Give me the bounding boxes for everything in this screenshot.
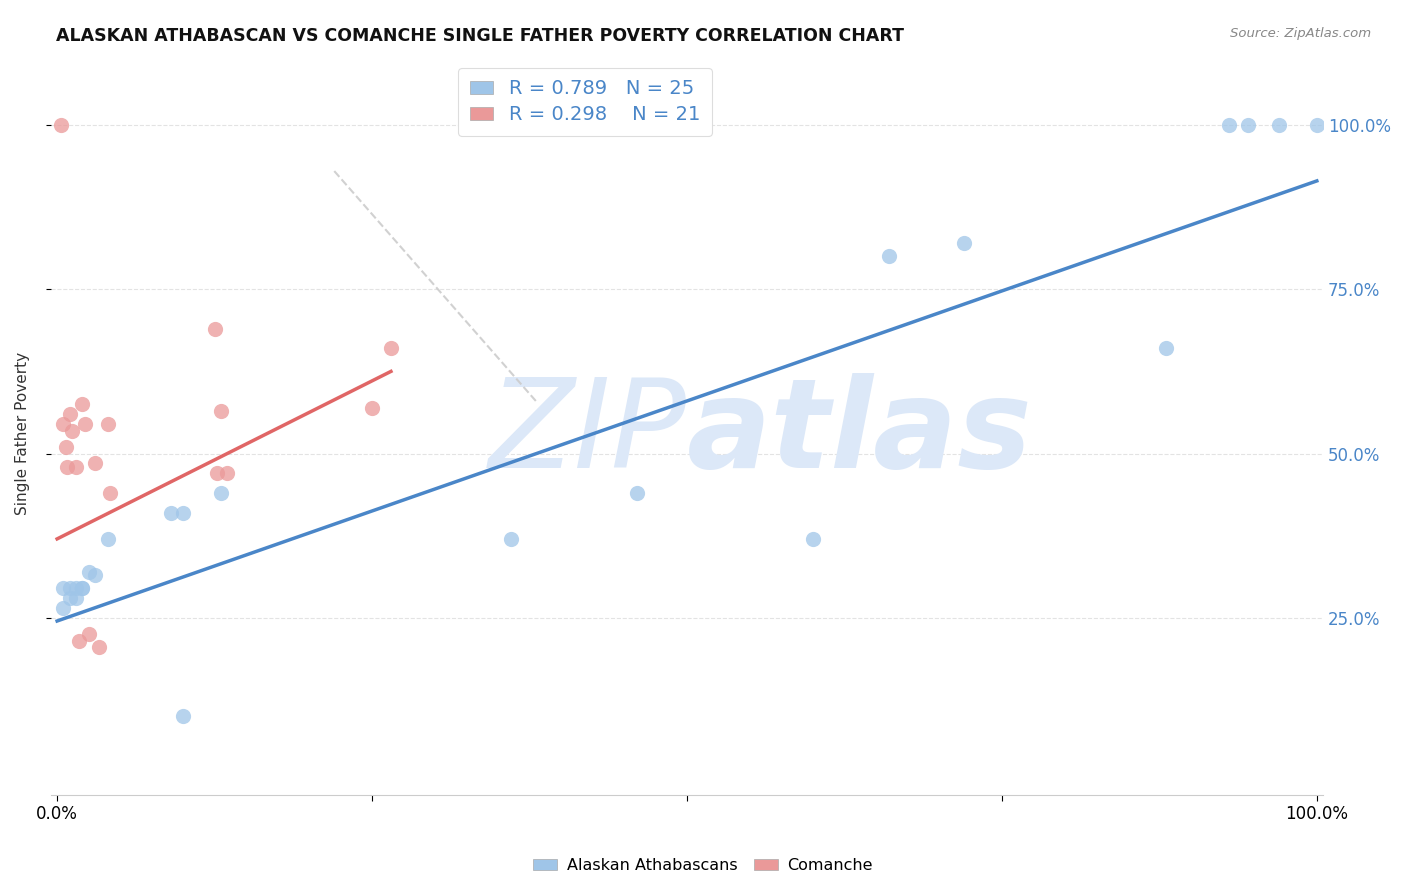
Point	[204, 322, 226, 336]
Legend: R = 0.789   N = 25, R = 0.298    N = 21: R = 0.789 N = 25, R = 0.298 N = 21	[458, 68, 711, 136]
Point	[56, 459, 79, 474]
Point	[67, 633, 90, 648]
Point	[65, 581, 87, 595]
Text: Source: ZipAtlas.com: Source: ZipAtlas.com	[1230, 27, 1371, 40]
Point	[65, 459, 87, 474]
Point	[499, 532, 522, 546]
Point	[1268, 118, 1291, 132]
Point	[49, 118, 72, 132]
Point	[96, 532, 118, 546]
Point	[209, 486, 232, 500]
Text: atlas: atlas	[688, 373, 1033, 494]
Point	[72, 581, 94, 595]
Point	[52, 600, 75, 615]
Point	[73, 417, 96, 431]
Point	[1154, 342, 1177, 356]
Point	[60, 424, 83, 438]
Point	[72, 581, 94, 595]
Point	[1236, 118, 1258, 132]
Point	[52, 417, 75, 431]
Point	[72, 397, 94, 411]
Point	[65, 591, 87, 605]
Point	[172, 709, 194, 723]
Point	[159, 506, 181, 520]
Point	[59, 591, 82, 605]
Text: ALASKAN ATHABASCAN VS COMANCHE SINGLE FATHER POVERTY CORRELATION CHART: ALASKAN ATHABASCAN VS COMANCHE SINGLE FA…	[56, 27, 904, 45]
Point	[877, 250, 900, 264]
Point	[1306, 118, 1329, 132]
Point	[84, 456, 107, 470]
Point	[52, 581, 75, 595]
Point	[55, 440, 77, 454]
Point	[59, 407, 82, 421]
Legend: Alaskan Athabascans, Comanche: Alaskan Athabascans, Comanche	[527, 852, 879, 880]
Point	[361, 401, 384, 415]
Point	[626, 486, 648, 500]
Text: ZIP: ZIP	[489, 373, 688, 494]
Point	[205, 467, 228, 481]
Point	[1218, 118, 1240, 132]
Point	[380, 342, 402, 356]
Point	[77, 565, 100, 579]
Point	[84, 568, 107, 582]
Point	[96, 417, 118, 431]
Point	[217, 467, 239, 481]
Point	[209, 404, 232, 418]
Point	[801, 532, 824, 546]
Point	[172, 506, 194, 520]
Point	[77, 627, 100, 641]
Point	[59, 581, 82, 595]
Point	[98, 486, 121, 500]
Point	[953, 236, 976, 251]
Point	[87, 640, 110, 655]
Y-axis label: Single Father Poverty: Single Father Poverty	[15, 352, 30, 516]
